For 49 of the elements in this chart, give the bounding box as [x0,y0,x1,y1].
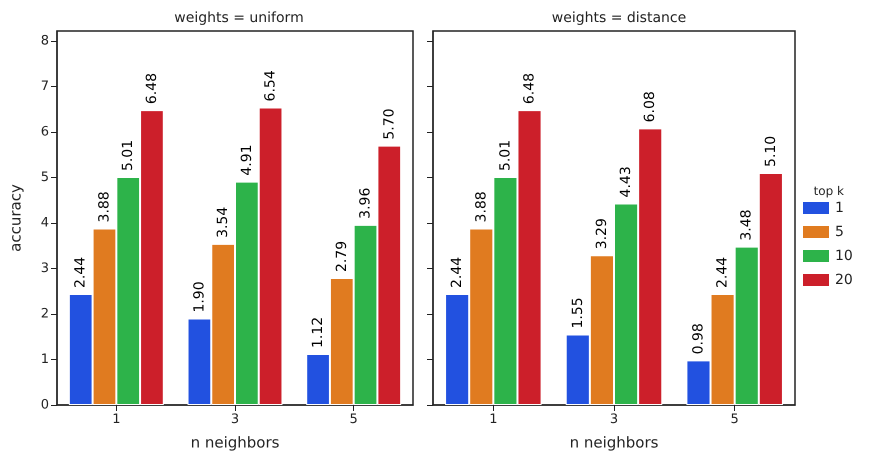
y-tick-label: 5 [40,170,49,186]
chart-title: weights = uniform [174,10,304,26]
data-label: 5.01 [497,140,514,172]
y-tick-label: 6 [40,124,49,140]
x-axis-title: n neighbors [570,434,659,452]
x-tick-label: 5 [350,412,358,427]
legend-label: 10 [835,247,853,266]
x-tick-label: 1 [489,412,498,427]
data-label: 3.96 [358,188,374,219]
data-label: 1.12 [310,316,326,348]
legend-title: top k [814,184,844,198]
x-tick-label: 1 [112,412,120,427]
y-axis-title: accuracy [6,184,24,252]
legend-label: 20 [835,271,853,290]
data-label: 3.88 [96,191,112,222]
data-label: 4.91 [238,144,255,176]
x-axis-title: n neighbors [190,434,280,452]
y-tick-label: 8 [40,34,49,49]
data-label: 3.88 [473,191,490,222]
data-label: 2.44 [449,256,466,288]
data-label: 5.10 [762,136,779,167]
data-label: 2.79 [334,240,350,272]
data-label: 6.08 [642,91,658,122]
data-label: 3.54 [215,206,232,238]
chart-title: weights = distance [552,10,686,26]
data-label: 5.01 [120,140,136,172]
data-label: 4.43 [618,166,634,198]
x-tick-label: 3 [230,412,240,427]
y-tick-label: 1 [40,352,49,367]
data-label: 1.90 [191,281,208,313]
y-tick-label: 0 [40,398,49,412]
x-tick-label: 3 [610,412,618,427]
data-label: 3.29 [594,218,610,250]
data-label: 6.48 [144,72,160,104]
data-label: 6.54 [262,70,279,102]
data-label: 1.55 [570,297,586,328]
legend-label: 1 [835,200,844,216]
y-tick-label: 2 [40,306,49,322]
data-label: 2.44 [72,256,89,288]
data-label: 0.98 [690,323,706,354]
legend-label: 5 [835,223,844,242]
data-label: 2.44 [714,256,731,288]
data-label: 6.48 [522,72,538,104]
x-tick-label: 5 [730,412,739,427]
y-tick-label: 7 [40,79,49,94]
y-tick-label: 3 [40,261,49,276]
data-label: 3.48 [738,209,755,241]
y-tick-label: 4 [40,216,49,231]
data-label: 5.70 [381,108,398,140]
